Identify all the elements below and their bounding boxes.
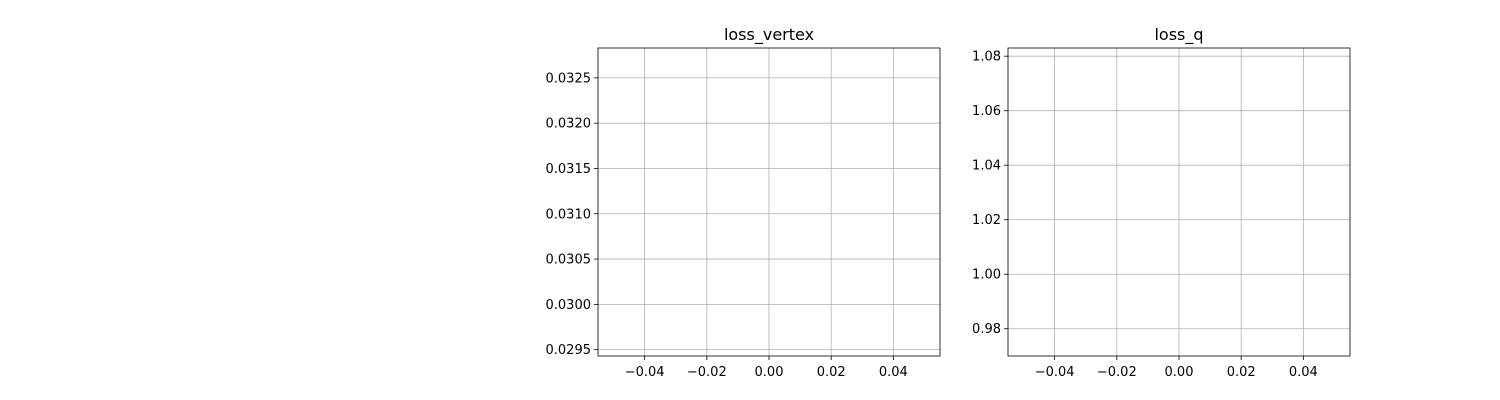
- loss-q-x-tick-label: −0.04: [1035, 365, 1075, 380]
- loss-vertex-title: loss_vertex: [724, 25, 814, 45]
- plot-loss-q: −0.04 −0.02 0.00 0.02 0.04 0.98 1.00 1.02 1.04 1.…: [972, 25, 1351, 380]
- loss-vertex-y-tick-label: 0.0325: [546, 71, 592, 86]
- loss-vertex-y-tick-label: 0.0315: [546, 162, 592, 177]
- loss-q-y-tick-label: 1.08: [972, 50, 1001, 65]
- plot-loss-vertex: −0.04 −0.02 0.00 0.02 0.04 0.0295 0.0300 0.0305…: [546, 25, 941, 380]
- loss-vertex-y-tick-label: 0.0305: [546, 253, 592, 268]
- loss-q-x-tick-label: 0.04: [1289, 365, 1318, 380]
- loss-vertex-y-tick-label: 0.0300: [546, 298, 592, 313]
- loss-q-x-tick-label: 0.00: [1165, 365, 1194, 380]
- loss-vertex-y-tick-label: 0.0310: [546, 207, 592, 222]
- loss-q-title: loss_q: [1154, 25, 1203, 45]
- loss-q-y-tick-label: 1.04: [972, 159, 1001, 174]
- loss-vertex-x-tick-label: −0.02: [687, 365, 727, 380]
- loss-vertex-x-tick-label: 0.04: [879, 365, 908, 380]
- loss-vertex-y-tick-label: 0.0320: [546, 117, 592, 132]
- loss-vertex-x-tick-label: 0.00: [755, 365, 784, 380]
- loss-vertex-x-tick-label: −0.04: [625, 365, 665, 380]
- loss-vertex-y-tick-label: 0.0295: [546, 343, 592, 358]
- loss-q-y-tick-label: 1.06: [972, 104, 1001, 119]
- loss-q-x-tick-label: −0.02: [1097, 365, 1137, 380]
- loss-q-y-tick-label: 1.02: [972, 213, 1001, 228]
- loss-q-y-tick-label: 0.98: [972, 322, 1001, 337]
- loss-vertex-x-tick-label: 0.02: [817, 365, 846, 380]
- loss-q-x-tick-label: 0.02: [1227, 365, 1256, 380]
- loss-q-y-tick-label: 1.00: [972, 268, 1001, 283]
